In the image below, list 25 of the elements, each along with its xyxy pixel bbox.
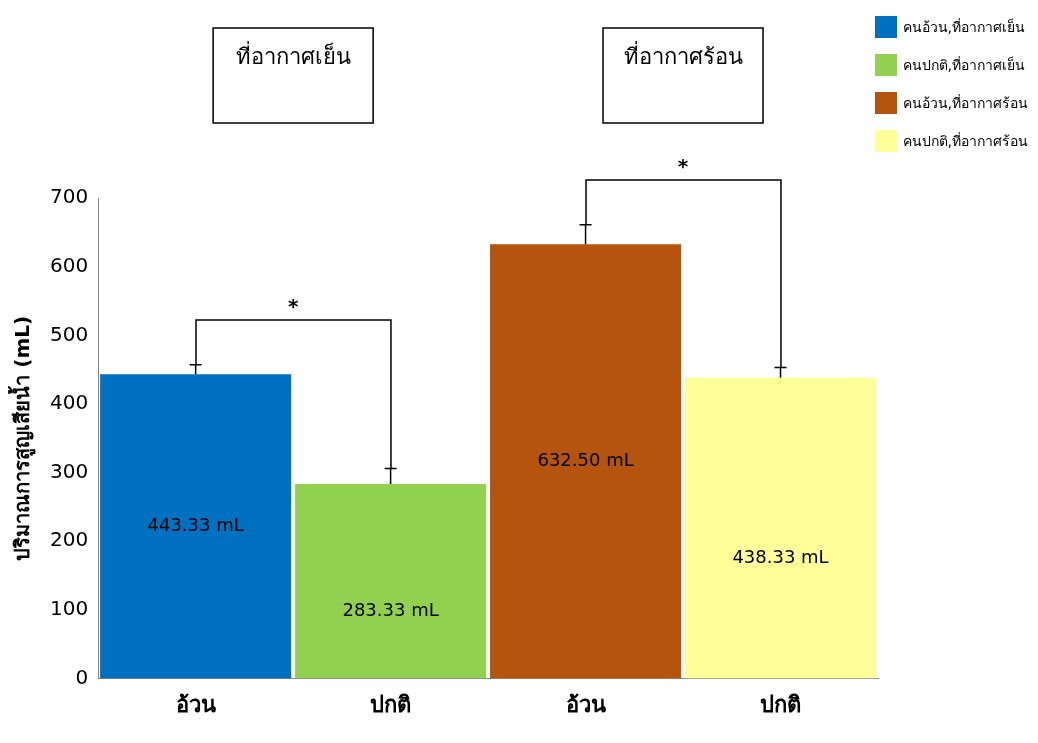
y-tick-label: 100 [49, 596, 89, 621]
text: ที่อากาศเย็น [235, 40, 351, 69]
x-tick-label: ปกติ [370, 691, 412, 717]
data-label: 443.33 mL [147, 514, 244, 536]
legend-label: คนอ้วน,ที่อากาศเย็น [902, 17, 1025, 37]
x-tick-label: อ้วน [565, 691, 606, 717]
y-tick-label: 200 [49, 527, 89, 552]
x-tick-label: ปกติ [760, 691, 802, 717]
y-tick-label: 300 [49, 458, 89, 483]
text: ที่อากาศร้อน [623, 40, 743, 69]
y-tick-label: 400 [49, 390, 89, 415]
data-label: 283.33 mL [342, 599, 439, 621]
legend-label: คนปกติ,ที่อากาศร้อน [902, 131, 1028, 151]
data-label: 632.50 mL [537, 449, 634, 471]
y-tick-label: 0 [75, 664, 89, 689]
annotation: * [287, 294, 299, 319]
text: * [677, 153, 689, 178]
y-tick-label: 700 [49, 184, 89, 209]
legend-label: คนปกติ,ที่อากาศเย็น [902, 55, 1025, 75]
y-tick-label: 500 [49, 321, 89, 346]
x-tick-label: อ้วน [175, 691, 216, 717]
y-tick-label: 600 [49, 252, 89, 277]
legend-label: คนอ้วน,ที่อากาศร้อน [902, 93, 1028, 113]
y-axis-title: ปริมาณการสูญเสียน้ำ (mL) [7, 315, 37, 561]
data-label: 438.33 mL [732, 545, 829, 567]
